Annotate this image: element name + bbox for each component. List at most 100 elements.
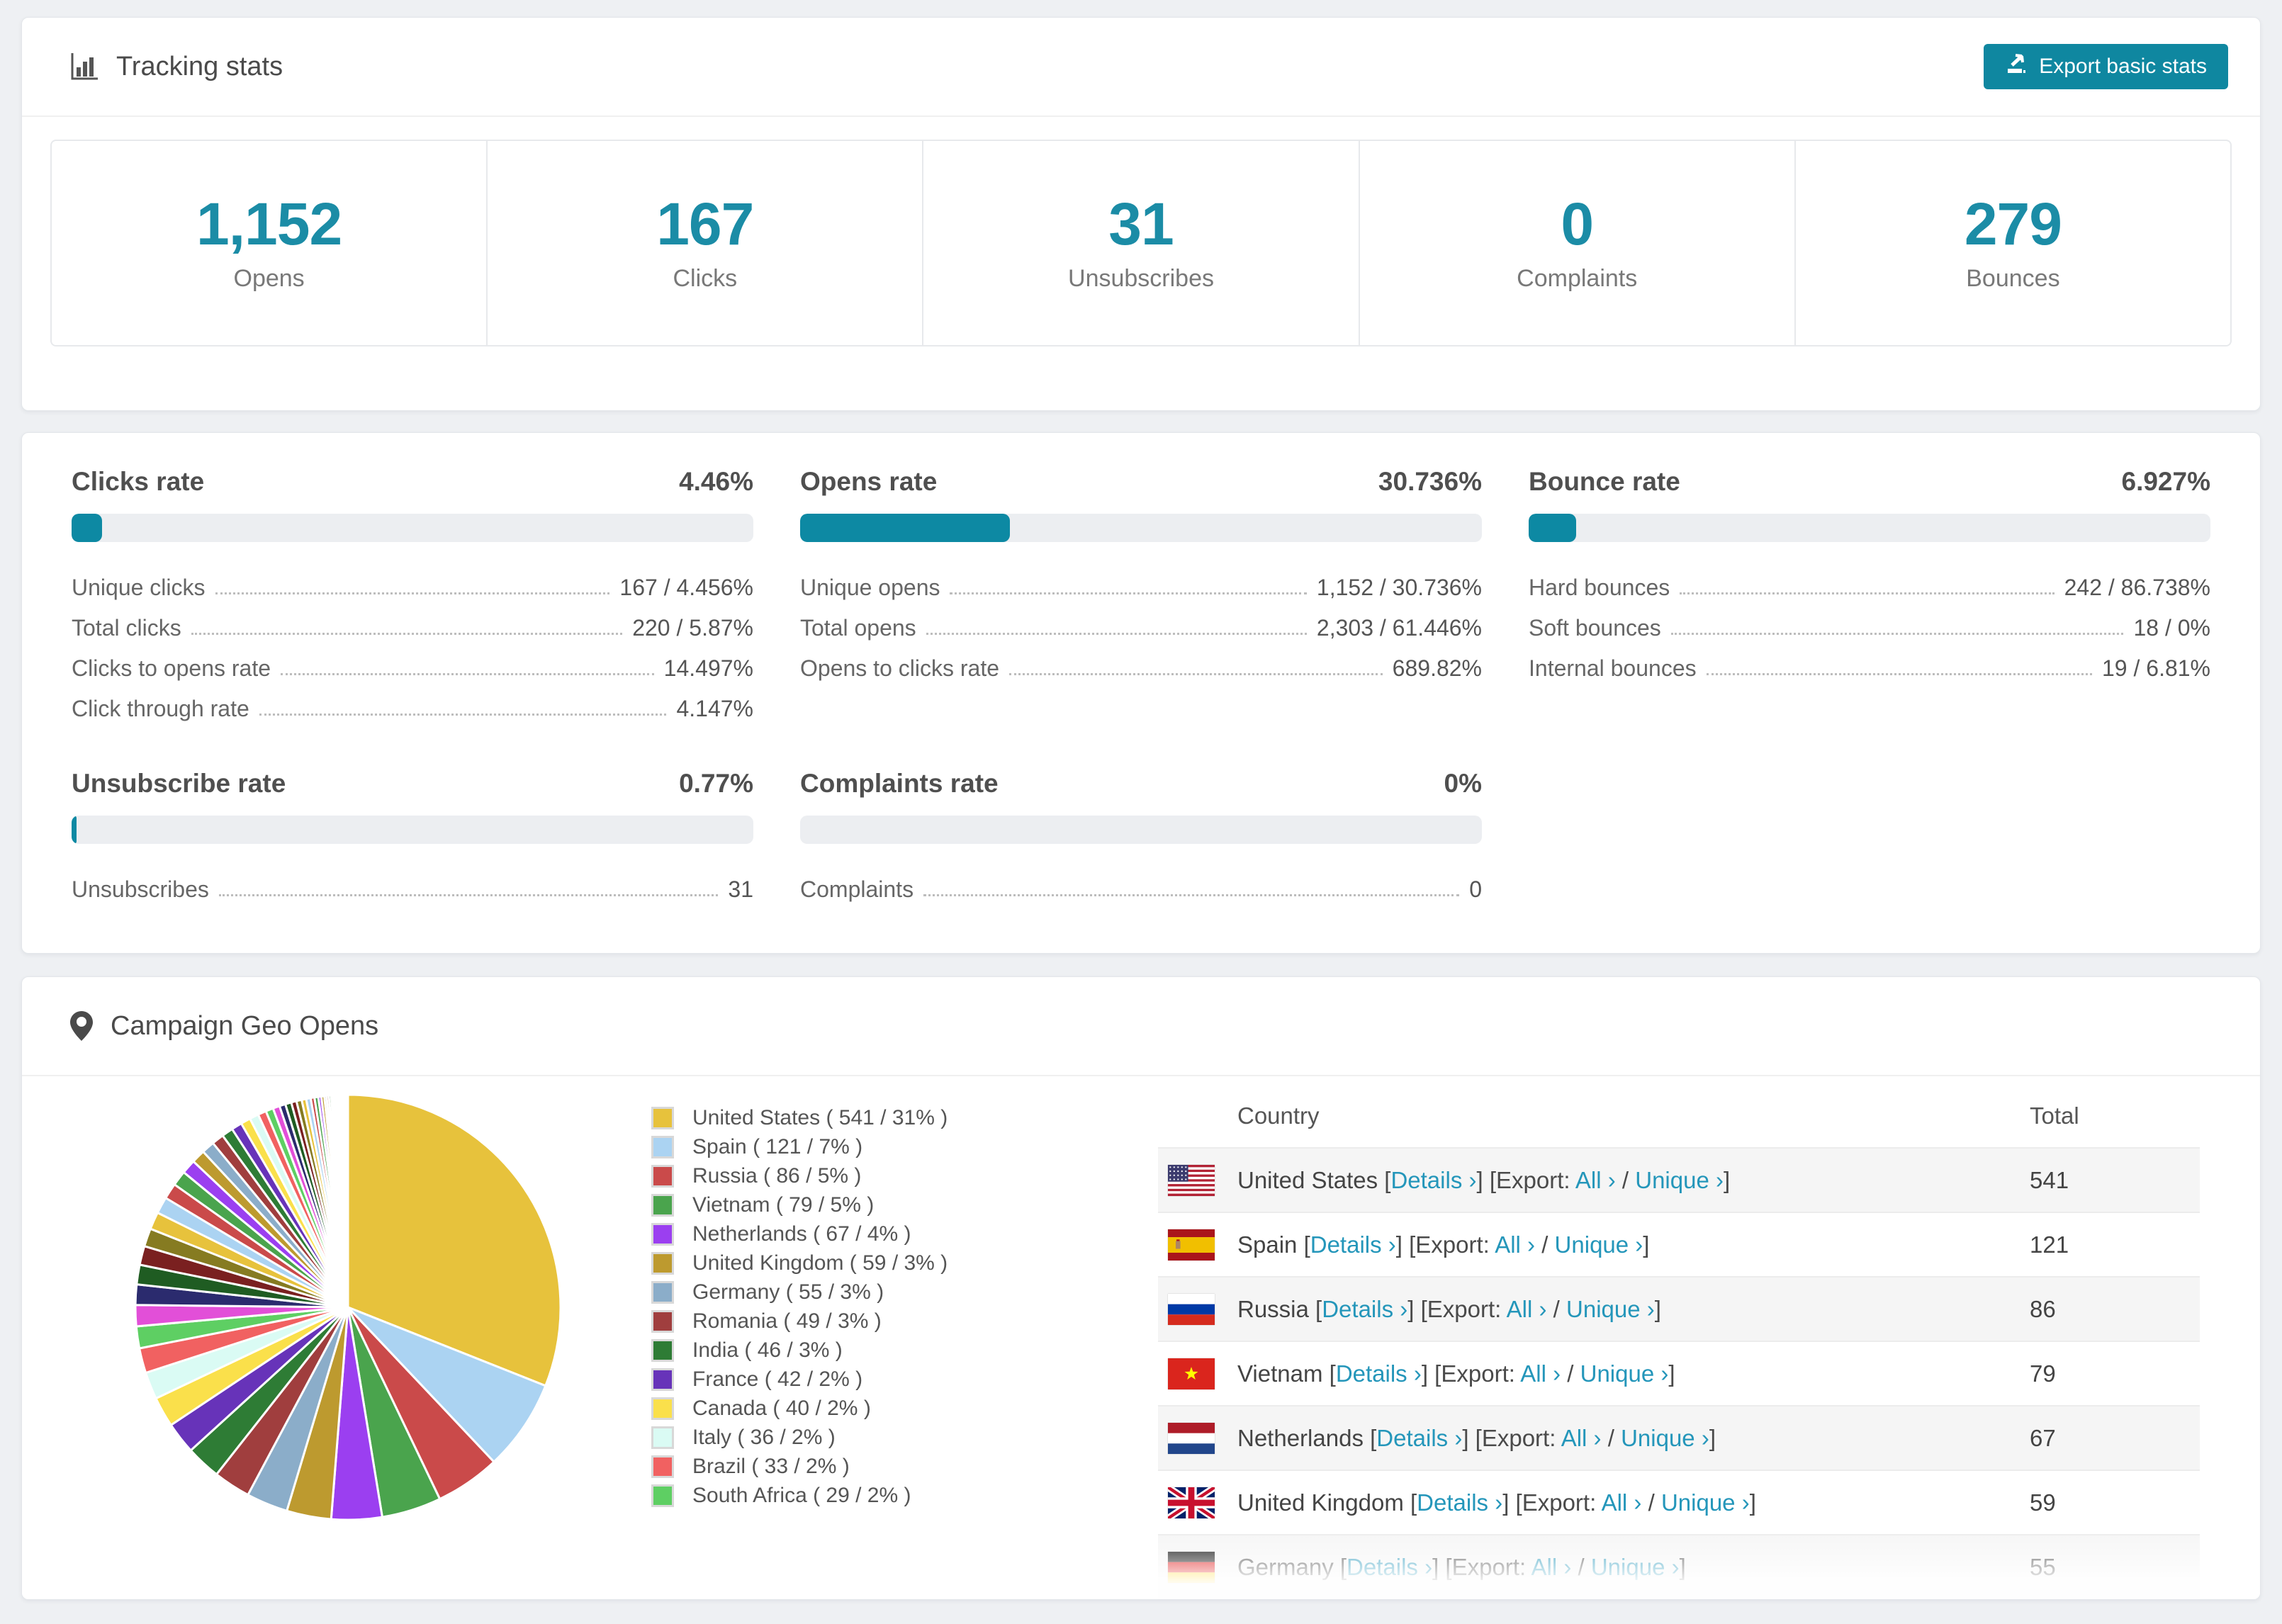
rate-rows: Unique clicks 167 / 4.456% Total clicks 220… (72, 563, 753, 725)
details-link[interactable]: Details › (1347, 1553, 1433, 1580)
country-total: 121 (2030, 1231, 2069, 1258)
dotted-leader (1680, 592, 2055, 594)
stat-label: Unsubscribes (1068, 264, 1214, 292)
rate-row-value: 2,303 / 61.446% (1316, 615, 1482, 641)
details-link[interactable]: Details › (1335, 1360, 1422, 1387)
rate-row-label: Click through rate (72, 696, 249, 721)
country-cell: United Kingdom [Details ›] [Export: All … (1237, 1489, 1756, 1516)
rate-value: 0% (1444, 769, 1482, 798)
country-cell: Netherlands [Details ›] [Export: All › /… (1237, 1424, 1716, 1451)
export-label: Export: (1441, 1360, 1521, 1387)
pie-slice[interactable] (347, 1306, 547, 1463)
rate-row-label: Unsubscribes (72, 876, 209, 902)
progress-fill (72, 816, 77, 844)
legend-label: Russia ( 86 / 5% ) (692, 1163, 862, 1188)
rate-row: Total clicks 220 / 5.87% (72, 604, 753, 644)
rate-row-value: 14.497% (663, 655, 753, 681)
export-all-link[interactable]: All › (1601, 1489, 1642, 1516)
details-link[interactable]: Details › (1310, 1231, 1396, 1258)
export-all-link[interactable]: All › (1561, 1424, 1602, 1451)
rate-row-label: Clicks to opens rate (72, 655, 271, 681)
rate-row-label: Unique opens (800, 575, 940, 600)
country-cell: Russia [Details ›] [Export: All › / Uniq… (1237, 1295, 1661, 1322)
export-all-link[interactable]: All › (1506, 1295, 1547, 1322)
rate-rows: Complaints 0 (800, 865, 1482, 906)
export-icon (2005, 52, 2028, 81)
rate-row-value: 167 / 4.456% (619, 575, 753, 600)
details-link[interactable]: Details › (1390, 1166, 1477, 1193)
legend-swatch (651, 1426, 674, 1449)
rate-rows: Unique opens 1,152 / 30.736% Total opens 2,… (800, 563, 1482, 684)
details-link[interactable]: Details › (1376, 1424, 1463, 1451)
bar-chart-icon (69, 52, 99, 81)
export-all-link[interactable]: All › (1531, 1553, 1572, 1580)
export-all-link[interactable]: All › (1520, 1360, 1561, 1387)
rate-row-label: Opens to clicks rate (800, 655, 999, 681)
rate-row-label: Unique clicks (72, 575, 206, 600)
legend-swatch (651, 1309, 674, 1333)
export-basic-stats-button[interactable]: Export basic stats (1984, 44, 2228, 89)
country-name: United States (1237, 1166, 1385, 1193)
export-unique-link[interactable]: Unique › (1590, 1553, 1680, 1580)
export-unique-link[interactable]: Unique › (1566, 1295, 1655, 1322)
geo-title-wrap: Campaign Geo Opens (69, 1010, 378, 1042)
total-column-header: Total (2030, 1103, 2079, 1129)
legend-item: Romania ( 49 / 3% ) (651, 1307, 1158, 1336)
legend-item: Netherlands ( 67 / 4% ) (651, 1219, 1158, 1248)
legend-item: Canada ( 40 / 2% ) (651, 1394, 1158, 1423)
tracking-stats-title: Tracking stats (69, 52, 283, 82)
export-unique-link[interactable]: Unique › (1660, 1489, 1750, 1516)
stat-label: Complaints (1517, 264, 1638, 292)
geo-title: Campaign Geo Opens (111, 1010, 379, 1041)
geo-table-header: Country Total (1158, 1085, 2200, 1149)
geo-pie-chart (128, 1088, 568, 1599)
export-all-link[interactable]: All › (1495, 1231, 1536, 1258)
stat-cell-complaints: 0 Complaints (1360, 141, 1796, 345)
country-name: Vietnam (1237, 1360, 1330, 1387)
legend-swatch (651, 1368, 674, 1391)
legend-item: India ( 46 / 3% ) (651, 1336, 1158, 1365)
country-flag-de-icon (1158, 1551, 1237, 1583)
stat-label: Bounces (1966, 264, 2060, 292)
export-unique-link[interactable]: Unique › (1554, 1231, 1643, 1258)
rate-row: Click through rate 4.147% (72, 684, 753, 725)
details-link[interactable]: Details › (1417, 1489, 1503, 1516)
legend-swatch (651, 1222, 674, 1246)
rate-title: Clicks rate (72, 467, 205, 496)
progress-bar (1529, 514, 2210, 542)
country-cell: Germany [Details ›] [Export: All › / Uni… (1237, 1553, 1686, 1580)
pie-slice[interactable] (346, 1093, 349, 1309)
legend-item: Spain ( 121 / 7% ) (651, 1132, 1158, 1161)
pie-slice[interactable] (347, 1093, 562, 1387)
dotted-leader (1706, 673, 2092, 675)
stat-value: 1,152 (196, 190, 342, 257)
stat-cell-clicks: 167 Clicks (488, 141, 924, 345)
rate-row-label: Soft bounces (1529, 615, 1661, 641)
campaign-geo-opens-card: Campaign Geo Opens United States ( 541 /… (21, 976, 2261, 1600)
export-unique-link[interactable]: Unique › (1580, 1360, 1669, 1387)
export-unique-link[interactable]: Unique › (1621, 1424, 1709, 1451)
export-unique-link[interactable]: Unique › (1635, 1166, 1724, 1193)
rate-row-value: 0 (1469, 876, 1482, 902)
rate-title: Opens rate (800, 467, 938, 496)
tracking-stats-header: Tracking stats Export basic stats (22, 18, 2260, 117)
legend-swatch (651, 1280, 674, 1304)
dotted-leader (923, 894, 1460, 896)
country-cell: United States [Details ›] [Export: All ›… (1237, 1166, 1731, 1193)
export-all-link[interactable]: All › (1575, 1166, 1616, 1193)
stat-label: Opens (233, 264, 305, 292)
rate-row-label: Total clicks (72, 615, 181, 641)
rate-title: Bounce rate (1529, 467, 1680, 496)
rate-row-label: Complaints (800, 876, 914, 902)
dotted-leader (191, 633, 623, 635)
country-row-ru: Russia [Details ›] [Export: All › / Uniq… (1158, 1278, 2200, 1342)
rate-head: Clicks rate 4.46% (72, 467, 753, 497)
rate-title: Unsubscribe rate (72, 769, 286, 798)
export-label: Export: (1481, 1424, 1561, 1451)
legend-label: United Kingdom ( 59 / 3% ) (692, 1251, 948, 1275)
details-link[interactable]: Details › (1322, 1295, 1408, 1322)
rate-value: 30.736% (1378, 467, 1482, 496)
rate-row-value: 242 / 86.738% (2064, 575, 2210, 600)
country-name: United Kingdom (1237, 1489, 1410, 1516)
legend-item: Italy ( 36 / 2% ) (651, 1423, 1158, 1452)
